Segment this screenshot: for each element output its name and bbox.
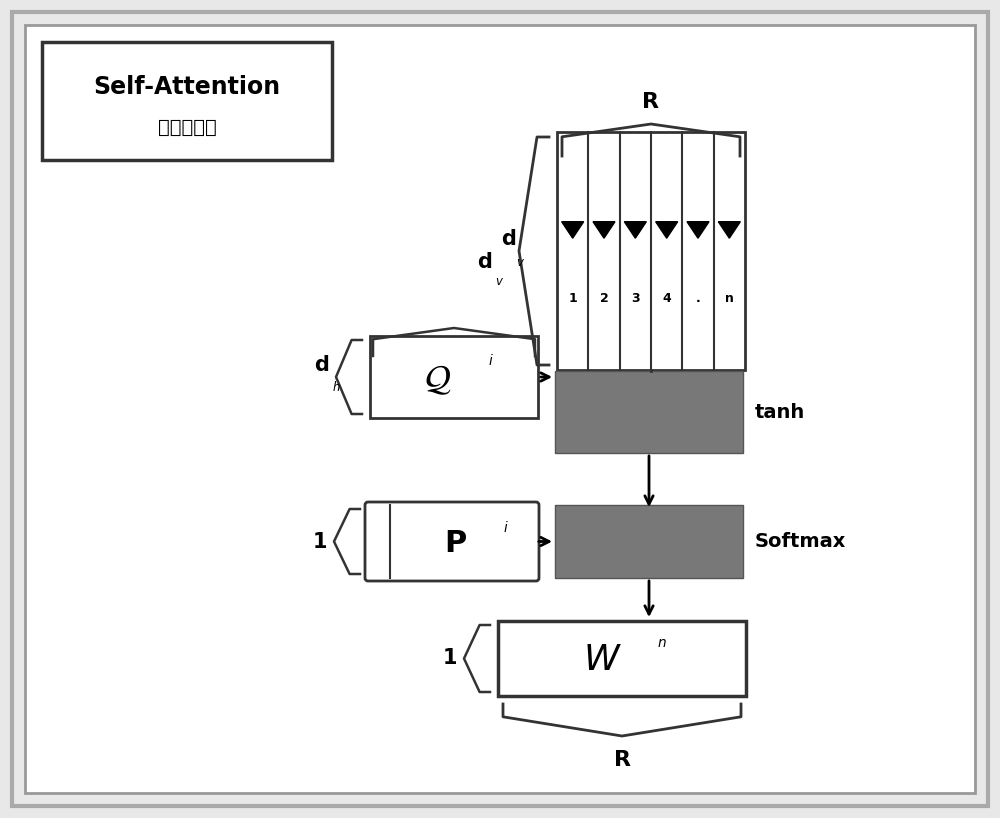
Text: 1: 1 bbox=[313, 532, 327, 551]
Bar bbox=[42, 42, 332, 160]
Text: Softmax: Softmax bbox=[755, 532, 846, 551]
Text: R: R bbox=[614, 750, 631, 770]
Text: 4: 4 bbox=[662, 292, 671, 305]
Text: Self-Attention: Self-Attention bbox=[93, 75, 281, 99]
Polygon shape bbox=[624, 222, 646, 238]
Text: $_h$: $_h$ bbox=[332, 376, 340, 394]
Bar bbox=[498, 621, 746, 696]
Text: $\mathcal{Q}$: $\mathcal{Q}$ bbox=[424, 363, 451, 397]
Text: $^i$: $^i$ bbox=[488, 356, 494, 375]
Text: .: . bbox=[696, 292, 700, 305]
Text: n: n bbox=[725, 292, 734, 305]
Text: $_v$: $_v$ bbox=[516, 250, 526, 268]
Text: 1: 1 bbox=[568, 292, 577, 305]
Text: $\mathit{W}$: $\mathit{W}$ bbox=[583, 644, 622, 677]
Text: tanh: tanh bbox=[755, 402, 805, 421]
FancyBboxPatch shape bbox=[365, 502, 539, 581]
Polygon shape bbox=[718, 222, 740, 238]
Text: 1: 1 bbox=[443, 649, 457, 668]
Text: 多层感知器: 多层感知器 bbox=[158, 118, 216, 137]
Text: $\mathbf{P}$: $\mathbf{P}$ bbox=[444, 529, 467, 558]
Bar bbox=[370, 336, 538, 418]
Text: $\mathbf{d}$: $\mathbf{d}$ bbox=[477, 252, 493, 272]
Text: $\mathbf{d}$: $\mathbf{d}$ bbox=[501, 229, 517, 249]
Text: 2: 2 bbox=[600, 292, 608, 305]
Bar bbox=[557, 132, 745, 370]
Text: $^i$: $^i$ bbox=[503, 522, 509, 541]
Bar bbox=[555, 505, 743, 578]
Polygon shape bbox=[687, 222, 709, 238]
Bar bbox=[555, 371, 743, 453]
Polygon shape bbox=[562, 222, 584, 238]
Text: 3: 3 bbox=[631, 292, 640, 305]
Text: $\mathbf{d}$: $\mathbf{d}$ bbox=[314, 355, 330, 375]
Text: $_v$: $_v$ bbox=[495, 269, 505, 287]
Polygon shape bbox=[656, 222, 678, 238]
Text: $^n$: $^n$ bbox=[657, 637, 667, 656]
Polygon shape bbox=[593, 222, 615, 238]
Text: R: R bbox=[642, 92, 660, 112]
